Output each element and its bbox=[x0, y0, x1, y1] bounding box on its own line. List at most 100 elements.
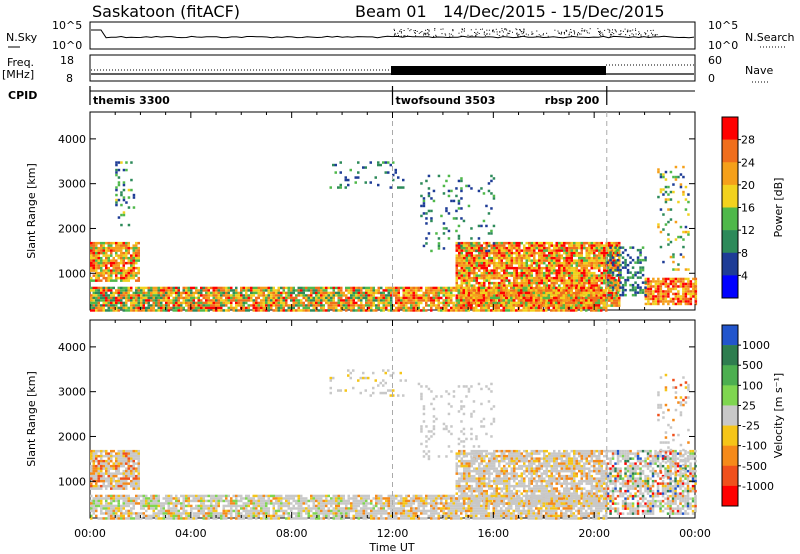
range-gate-cell bbox=[345, 301, 348, 305]
range-gate-cell bbox=[420, 194, 423, 198]
range-gate-cell bbox=[578, 264, 581, 267]
range-gate-cell bbox=[110, 499, 113, 503]
range-gate-cell bbox=[155, 299, 158, 302]
range-gate-cell bbox=[615, 281, 618, 285]
range-gate-cell bbox=[117, 482, 120, 485]
range-gate-cell bbox=[110, 309, 113, 312]
range-gate-cell bbox=[250, 294, 253, 297]
range-gate-cell bbox=[590, 286, 593, 290]
range-gate-cell bbox=[598, 249, 601, 252]
range-gate-cell bbox=[522, 291, 525, 295]
range-gate-cell bbox=[125, 309, 128, 312]
range-gate-cell bbox=[379, 163, 382, 167]
range-gate-cell bbox=[217, 289, 220, 292]
range-gate-cell bbox=[242, 286, 245, 290]
nsearch-dot bbox=[425, 29, 427, 31]
range-gate-cell bbox=[480, 247, 483, 250]
range-gate-cell bbox=[535, 306, 538, 310]
range-gate-cell bbox=[227, 306, 230, 310]
range-gate-cell bbox=[92, 261, 95, 265]
range-gate-cell bbox=[90, 276, 93, 280]
range-gate-cell bbox=[422, 294, 425, 297]
range-gate-cell bbox=[97, 276, 100, 280]
range-gate-cell bbox=[692, 282, 695, 286]
range-gate-cell bbox=[647, 277, 650, 281]
range-gate-cell bbox=[105, 502, 108, 505]
range-gate-cell bbox=[659, 282, 663, 286]
range-gate-cell bbox=[580, 281, 583, 285]
range-gate-cell bbox=[641, 273, 645, 277]
range-gate-cell bbox=[615, 254, 618, 257]
range-gate-cell bbox=[177, 301, 180, 305]
nsearch-dot bbox=[651, 32, 652, 34]
range-gate-cell bbox=[530, 249, 533, 252]
range-gate-cell bbox=[587, 301, 590, 305]
range-gate-cell bbox=[107, 276, 110, 280]
range-gate-cell bbox=[384, 161, 387, 164]
range-gate-cell bbox=[473, 269, 476, 272]
range-gate-cell bbox=[297, 299, 300, 302]
range-gate-cell bbox=[575, 291, 578, 295]
nsearch-dot bbox=[461, 28, 463, 30]
range-gate-cell bbox=[530, 286, 533, 290]
range-gate-cell bbox=[535, 241, 538, 245]
range-gate-cell bbox=[490, 249, 493, 252]
range-gate-cell bbox=[127, 474, 130, 478]
range-gate-cell bbox=[112, 454, 115, 458]
range-gate-cell bbox=[412, 294, 415, 297]
range-gate-cell bbox=[100, 469, 103, 473]
range-gate-cell bbox=[558, 269, 561, 272]
range-gate-cell bbox=[172, 299, 175, 302]
range-gate-cell bbox=[255, 296, 258, 300]
range-gate-cell bbox=[95, 477, 98, 480]
range-gate-cell bbox=[572, 306, 575, 310]
range-gate-cell bbox=[467, 289, 470, 292]
range-gate-cell bbox=[590, 284, 593, 287]
range-gate-cell bbox=[192, 286, 195, 290]
range-gate-cell bbox=[192, 306, 195, 310]
range-gate-cell bbox=[117, 457, 120, 460]
range-gate-cell bbox=[200, 291, 203, 295]
nsearch-dot bbox=[434, 28, 436, 29]
range-gate-cell bbox=[550, 249, 553, 252]
range-gate-cell bbox=[155, 304, 158, 307]
range-gate-cell bbox=[498, 249, 501, 252]
range-gate-cell bbox=[647, 282, 650, 286]
range-gate-cell bbox=[605, 269, 608, 272]
range-gate-cell bbox=[350, 291, 353, 295]
range-gate-cell bbox=[473, 271, 476, 275]
range-gate-cell bbox=[330, 291, 333, 295]
range-gate-cell bbox=[545, 291, 548, 295]
range-gate-cell bbox=[615, 289, 618, 292]
range-gate-cell bbox=[247, 296, 250, 300]
range-gate-cell bbox=[105, 462, 108, 465]
range-gate-cell bbox=[117, 487, 120, 490]
range-gate-cell bbox=[667, 220, 670, 224]
range-gate-cell bbox=[115, 241, 118, 245]
nsearch-dot bbox=[393, 34, 395, 36]
range-gate-cell bbox=[618, 289, 621, 292]
range-gate-cell bbox=[475, 241, 478, 245]
range-gate-cell bbox=[425, 222, 428, 225]
range-gate-cell bbox=[100, 517, 103, 520]
range-gate-cell bbox=[505, 254, 508, 257]
range-gate-cell bbox=[537, 301, 540, 305]
range-gate-cell bbox=[585, 251, 588, 255]
range-gate-cell bbox=[473, 241, 476, 245]
range-gate-cell bbox=[390, 306, 393, 310]
range-gate-cell bbox=[631, 258, 635, 262]
range-gate-cell bbox=[550, 286, 553, 290]
range-gate-cell bbox=[100, 487, 103, 490]
range-gate-cell bbox=[573, 274, 576, 277]
range-gate-cell bbox=[605, 271, 608, 275]
range-gate-cell bbox=[177, 296, 180, 300]
range-gate-cell bbox=[487, 244, 491, 248]
range-gate-cell bbox=[232, 299, 235, 302]
range-gate-cell bbox=[597, 301, 600, 305]
range-gate-cell bbox=[310, 289, 313, 292]
range-gate-cell bbox=[508, 274, 511, 277]
range-gate-cell bbox=[127, 196, 131, 199]
range-gate-cell bbox=[215, 299, 218, 302]
range-gate-cell bbox=[533, 256, 536, 260]
range-gate-cell bbox=[578, 241, 581, 245]
